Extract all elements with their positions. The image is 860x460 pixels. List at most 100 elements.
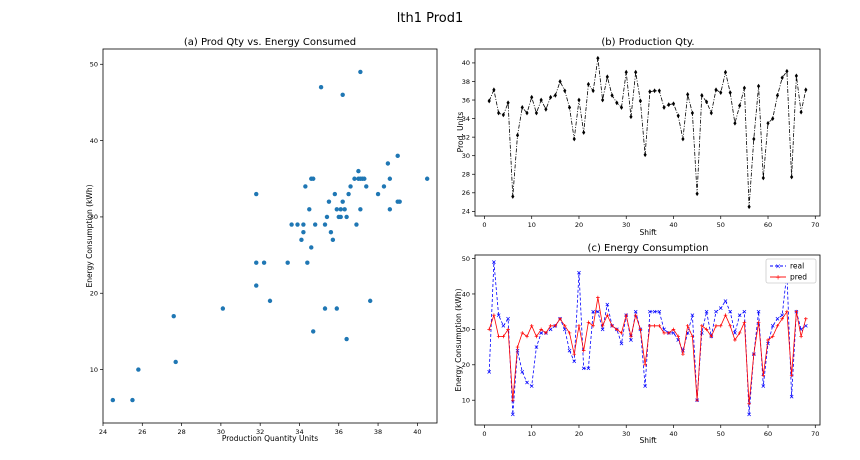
energy-real-point [756, 309, 761, 314]
production-point [525, 110, 529, 116]
energy-pred-point [544, 331, 548, 335]
scatter-xtick-label: 36 [335, 428, 343, 436]
scatter-point [385, 161, 391, 166]
production-point [487, 98, 491, 104]
scatter-point [289, 222, 294, 227]
production-point [704, 99, 709, 105]
production-point [799, 109, 803, 115]
energy-real-point [728, 309, 733, 314]
scatter-point [344, 214, 349, 220]
energy-pred-point [496, 334, 501, 339]
scatter-point [305, 260, 310, 265]
scatter-ytick-label: 30 [90, 213, 98, 221]
energy-pred-point [789, 373, 794, 378]
energy-pred-point [492, 313, 496, 318]
scatter-point [171, 313, 176, 319]
scatter-point [328, 229, 334, 235]
scatter-point [358, 69, 363, 75]
energy-xtick-label: 60 [764, 430, 772, 438]
energy-real-point [718, 306, 723, 310]
legend-marker-real: × [775, 263, 781, 271]
production-ytick-label: 38 [462, 78, 470, 86]
energy-real-point [525, 380, 529, 385]
production-series-line [488, 58, 807, 207]
energy-pred-point [591, 324, 595, 328]
scatter-point [285, 260, 290, 265]
energy-pred-point [742, 320, 747, 325]
energy-real-point [671, 331, 676, 335]
scatter-point [344, 336, 349, 342]
production-point [497, 110, 501, 116]
energy-pred-point [515, 345, 520, 349]
energy-real-point [619, 341, 624, 346]
production-point [775, 92, 780, 98]
production-xtick-label: 0 [482, 221, 486, 229]
energy-pred-point [709, 334, 714, 339]
scatter-point [303, 184, 308, 189]
energy-pred-point [619, 331, 624, 335]
production-xtick-label: 70 [811, 221, 819, 229]
production-point [785, 68, 789, 74]
energy-real-point [629, 338, 633, 342]
scatter-point [334, 207, 339, 212]
scatter-xtick-label: 26 [138, 428, 146, 436]
production-point [752, 136, 756, 142]
energy-real-point [700, 331, 704, 335]
energy-pred-point [553, 324, 558, 328]
production-point [634, 69, 638, 75]
energy-pred-point [690, 334, 695, 339]
scatter-ylabel: Energy Consumption (kWh) [85, 184, 94, 287]
legend-label-real: real [790, 262, 804, 271]
production-point [610, 92, 614, 98]
scatter-point [301, 229, 306, 235]
scatter-xtick-label: 24 [99, 428, 107, 436]
scatter-point [375, 191, 381, 197]
energy-real-point [648, 309, 652, 314]
scatter-point [395, 153, 400, 159]
energy-pred-point [766, 338, 770, 342]
production-point [794, 73, 798, 79]
production-point [671, 101, 676, 107]
energy-pred-point [577, 324, 581, 328]
production-point [601, 97, 605, 103]
production-ytick-label: 34 [462, 115, 470, 123]
scatter-point [301, 222, 306, 227]
scatter-point [173, 359, 178, 365]
energy-real-point [572, 359, 577, 364]
energy-pred-point [638, 327, 643, 332]
energy-pred-point [785, 309, 789, 314]
energy-real-point [591, 309, 595, 314]
energy-real-point [803, 323, 808, 328]
production-ytick-label: 28 [462, 171, 470, 179]
energy-pred-point [648, 324, 652, 328]
energy-real-point [581, 366, 586, 371]
energy-pred-point [633, 313, 638, 318]
production-point [534, 110, 539, 116]
energy-pred-point [501, 334, 506, 339]
production-point [605, 74, 609, 80]
energy-pred-point [511, 398, 515, 403]
scatter-point [381, 184, 387, 189]
energy-pred-point [572, 352, 577, 356]
production-point [506, 100, 510, 106]
energy-pred-point [714, 324, 718, 328]
energy-pred-point [685, 324, 690, 328]
energy-pred-point [747, 401, 751, 406]
scatter-xtick-label: 34 [295, 428, 303, 436]
energy-real-point [548, 327, 553, 332]
energy-pred-point [723, 313, 728, 318]
energy-ytick-label: 40 [462, 290, 470, 298]
energy-real-point [737, 313, 742, 318]
scatter-ticks: 24 26 28 30 32 34 36 38 40 10 20 30 40 50 [90, 61, 422, 436]
production-point [492, 87, 496, 93]
energy-panel: (c) Energy Consumption 0 10 20 30 40 50 60 70 10… [454, 243, 821, 445]
energy-pred-point [799, 334, 803, 339]
energy-real-point [780, 313, 785, 318]
energy-ytick-label: 30 [462, 326, 470, 334]
scatter-ytick-label: 50 [90, 61, 98, 69]
energy-pred-point [804, 316, 808, 321]
production-ytick-label: 32 [462, 133, 470, 141]
energy-pred-point [643, 362, 647, 367]
scatter-xlabel: Production Quantity Units [222, 434, 318, 443]
scatter-point [338, 207, 343, 212]
